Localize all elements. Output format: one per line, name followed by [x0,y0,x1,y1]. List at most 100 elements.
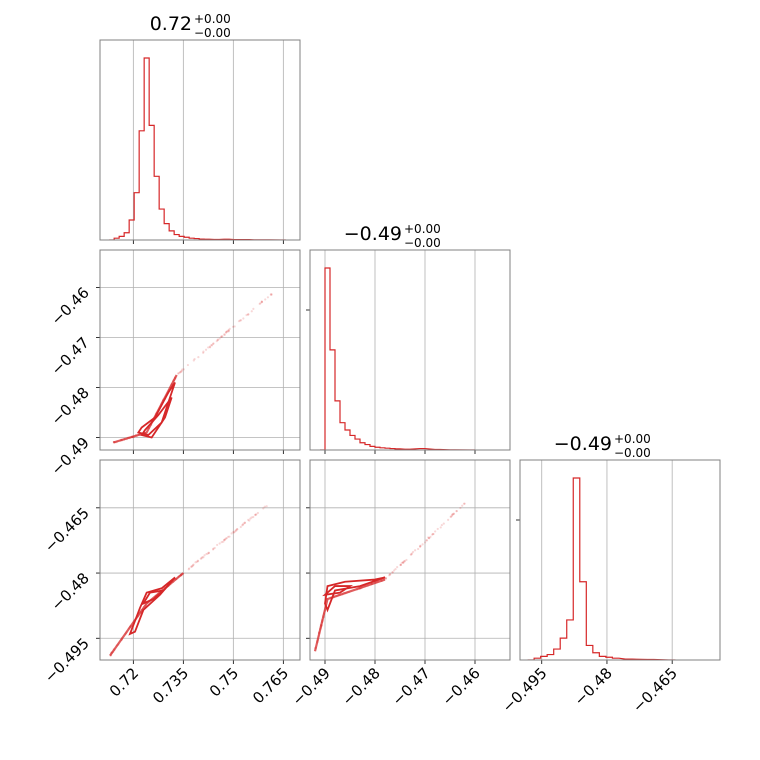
scatter-point [262,507,265,510]
scatter-point [247,313,250,316]
title-upper: +0.00 [404,222,441,236]
scatter-point [265,505,268,508]
scatter-point [216,543,219,547]
scatter-point [384,577,388,580]
scatter-point [223,333,226,337]
scatter-point [227,329,230,332]
scatter-point [424,541,427,544]
scatter-point [388,573,392,576]
scatter-point [235,529,238,532]
plot-area [527,477,676,660]
scatter-point [232,531,235,534]
scatter-point [223,538,226,541]
scatter-point [255,513,258,516]
scatter-point [250,310,253,313]
scatter-point [263,505,266,508]
scatter-point [462,502,466,505]
x-tick-label: −0.47 [389,664,434,709]
scatter-point [403,559,406,563]
scatter-point [193,358,196,361]
scatter-point [391,571,394,574]
scatter-point [436,527,439,531]
scatter-point [242,317,245,320]
scatter-point [451,513,454,516]
scatter-point [180,370,183,373]
scatter-point [207,346,210,349]
scatter-point [399,563,402,566]
scatter-point [247,518,250,521]
scatter-point [413,549,417,552]
scatter-point [247,313,250,316]
scatter-point [190,565,193,568]
scatter-point [216,338,219,341]
scatter-point [259,302,262,305]
scatter-point [440,523,443,527]
scatter-point [389,573,392,576]
scatter-point [455,509,458,513]
panel-frame [309,459,511,661]
scatter-point [400,561,403,564]
scatter-point [427,536,430,539]
scatter-point [188,567,191,570]
scatter-point [231,325,235,328]
scatter-point [270,292,273,296]
panel-row2-col1: −0.46 −0.47 −0.48 −0.49 [48,249,301,479]
scatter-point [218,337,221,340]
scatter-point [194,561,197,564]
scatter-point [239,525,242,529]
y-tick-label: −0.465 [41,504,93,556]
scatter-point [218,542,221,545]
y-tick-label: −0.495 [41,634,93,686]
panel-title: 0.72 [150,13,192,35]
scatter-point [179,371,182,374]
scatter-point [195,560,198,563]
scatter-point [207,551,210,554]
scatter-point [427,537,431,540]
scatter-point [221,335,224,338]
scatter-point [225,330,229,333]
plot-area [109,505,268,657]
scatter-point [220,541,223,544]
y-tick-label: −0.48 [48,384,93,429]
panel-row3-col2: −0.49 −0.48 −0.47 −0.46 [289,459,511,709]
scatter-point [391,571,394,574]
scatter-point [425,539,428,542]
scatter-point [237,320,241,323]
scatter-point [260,300,264,303]
scatter-point [451,513,454,516]
panel-frame [99,39,301,241]
x-tick-label: 0.75 [206,664,242,700]
scatter-point [191,564,194,568]
scatter-point [224,537,227,540]
scatter-point [419,544,422,547]
scatter-point [176,372,180,375]
scatter-point [179,371,182,374]
scatter-point [228,327,231,330]
scatter-point [200,557,203,560]
panel-frame [309,249,511,451]
scatter-point [206,552,209,555]
scatter-point [442,522,445,525]
scatter-point [181,368,184,371]
scatter-point [228,535,231,538]
density-contour [128,576,176,636]
scatter-point [402,561,405,564]
scatter-point [252,307,255,311]
title-upper: +0.00 [194,12,231,26]
scatter-point [393,569,396,572]
scatter-point [402,561,405,564]
scatter-point [177,372,181,375]
x-tick-label: −0.495 [499,664,551,716]
title-lower: −0.00 [404,236,441,250]
scatter-point [180,369,183,372]
panel-row3-col3: −0.49 +0.00−0.00 −0.495 −0.48 −0.465 [499,432,721,716]
density-contour [141,589,167,606]
scatter-point [270,293,273,297]
panel-title: −0.49 [344,223,402,245]
scatter-point [227,329,230,332]
scatter-point [250,516,253,519]
scatter-point [192,359,195,362]
scatter-point [252,515,255,519]
scatter-point [208,346,212,349]
scatter-point [186,363,190,367]
